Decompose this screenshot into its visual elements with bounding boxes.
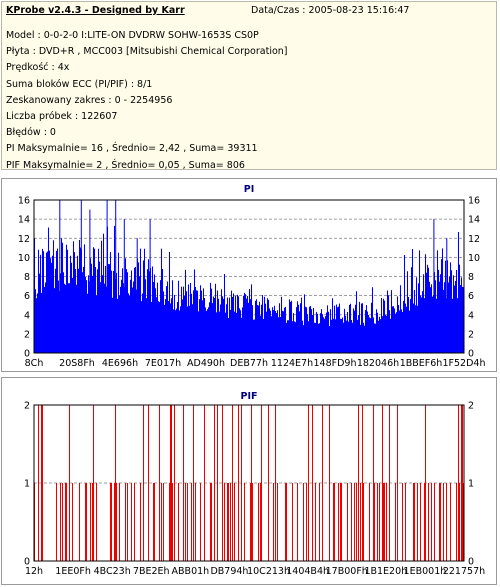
x-tick-label: AD490h (187, 358, 225, 369)
x-tick-label: 4BC23h (94, 566, 131, 577)
y-tick-label-right: 4 (468, 310, 474, 321)
x-tick-label: 182046h (357, 358, 399, 369)
pi-chart-panel: PI 0 0 2 2 4 4 6 6 8 8 10 10 12 12 14 14 16 16 8Ch 20S8Fh 4E6… (1, 178, 497, 372)
x-tick-label: 7BE2Eh (133, 566, 170, 577)
x-tick-label: 148FD9h (314, 358, 357, 369)
info-ecc-sum: Suma bloków ECC (PI/PIF) : 8/1 (6, 78, 153, 90)
info-disc: Płyta : DVD+R , MCC003 [Mitsubishi Chemi… (6, 46, 288, 58)
pif-chart-panel: PIF 0 0 1 1 2 2 12h 1EE0Fh 4BC23h 7BE2Eh ABB01h DB79… (1, 377, 497, 585)
y-tick-label-right: 2 (468, 401, 474, 412)
y-tick-label-left: 8 (24, 272, 30, 283)
pi-bars (33, 225, 465, 353)
y-tick-label-right: 6 (468, 291, 474, 302)
x-tick-label: 1EB001h (404, 566, 447, 577)
y-tick-label-left: 6 (24, 291, 30, 302)
y-tick-label-left: 2 (24, 329, 30, 340)
x-tick-label: 17B00Fh (326, 566, 368, 577)
x-tick-label: 1B1E20h (364, 566, 407, 577)
x-tick-label: 1F52D4h (443, 358, 486, 369)
x-tick-label: 4E696h (102, 358, 138, 369)
y-tick-label-left: 14 (18, 215, 30, 226)
info-errors: Błędów : 0 (6, 127, 56, 139)
pi-chart: PI 0 0 2 2 4 4 6 6 8 8 10 10 12 12 14 14 16 16 8Ch 20S8Fh 4E6… (18, 184, 486, 369)
chart-title: PIF (241, 391, 258, 402)
x-tick-label: DB794h (210, 566, 248, 577)
info-model: Model : 0-0-2-0 I:LITE-ON DVDRW SOHW-165… (6, 30, 259, 41)
y-tick-label-left: 0 (24, 557, 30, 568)
y-tick-label-right: 0 (468, 557, 474, 568)
app-title: KProbe v2.4.3 - Designed by Karr (6, 5, 185, 16)
x-tick-label: 10C213h (247, 566, 290, 577)
x-tick-label: 221757h (443, 566, 485, 577)
y-tick-label-left: 1 (24, 479, 30, 490)
scan-datetime: Data/Czas : 2005-08-23 15:16:47 (251, 5, 410, 16)
pif-bars-level-2 (38, 405, 463, 561)
y-tick-label-left: 2 (24, 401, 30, 412)
info-pif-stats: PIF Maksymalnie= 2 , Średnio= 0,05 , Sum… (6, 159, 245, 171)
y-tick-label-right: 2 (468, 329, 474, 340)
x-tick-label: 1124E7h (271, 358, 313, 369)
y-tick-label-right: 16 (468, 196, 480, 207)
pif-chart: PIF 0 0 1 1 2 2 12h 1EE0Fh 4BC23h 7BE2Eh ABB01h DB79… (24, 391, 485, 577)
y-tick-label-left: 10 (18, 253, 30, 264)
y-tick-label-left: 0 (24, 349, 30, 360)
x-tick-label: 8Ch (25, 358, 44, 369)
pif-plot-frame (33, 404, 465, 562)
x-tick-label: 1BBEF6h (400, 358, 443, 369)
info-scan-range: Zeskanowany zakres : 0 - 2254956 (6, 94, 173, 106)
info-speed: Prędkość : 4x (6, 62, 70, 74)
x-tick-label: 1404B4h (286, 566, 329, 577)
info-panel: KProbe v2.4.3 - Designed by Karr Data/Cz… (1, 1, 497, 171)
x-tick-label: ABB01h (172, 566, 210, 577)
pi-plot-frame (33, 199, 465, 354)
y-tick-label-left: 16 (18, 196, 30, 207)
x-tick-label: 7E017h (145, 358, 181, 369)
y-tick-label-right: 0 (468, 349, 474, 360)
y-tick-label-right: 14 (468, 215, 480, 226)
x-tick-label: 1EE0Fh (55, 566, 91, 577)
y-tick-label-left: 4 (24, 310, 30, 321)
chart-title: PI (244, 184, 255, 195)
y-tick-label-right: 12 (468, 234, 480, 245)
x-tick-label: DEB77h (230, 358, 268, 369)
y-tick-label-right: 1 (468, 479, 474, 490)
x-tick-label: 12h (25, 566, 43, 577)
y-tick-label-right: 8 (468, 272, 474, 283)
x-tick-label: 20S8Fh (59, 358, 95, 369)
info-pi-stats: PI Maksymalnie= 16 , Średnio= 2,42 , Sum… (6, 143, 258, 155)
y-tick-label-right: 10 (468, 253, 480, 264)
pif-bars-level-1 (34, 483, 464, 561)
y-tick-label-left: 12 (18, 234, 30, 245)
info-samples: Liczba próbek : 122607 (6, 111, 118, 122)
